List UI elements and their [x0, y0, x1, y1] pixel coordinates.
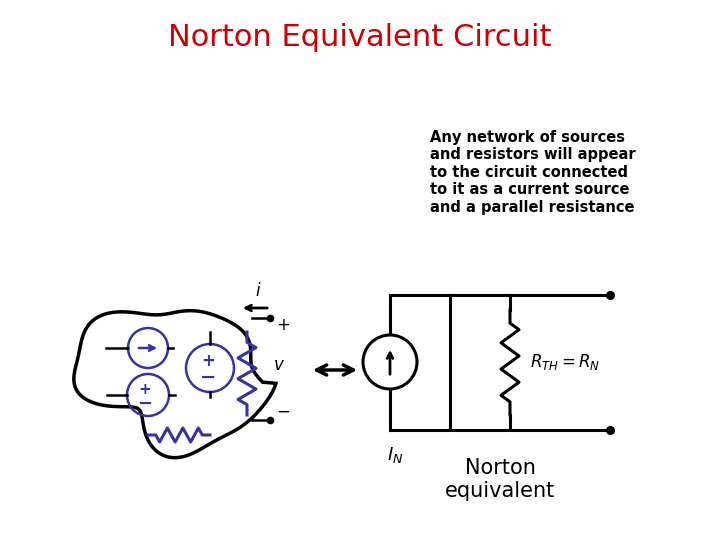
Text: −: −: [276, 403, 290, 421]
Text: Norton
equivalent: Norton equivalent: [445, 458, 555, 501]
Circle shape: [363, 335, 417, 389]
Polygon shape: [74, 310, 276, 458]
Text: +: +: [139, 382, 151, 397]
Text: −: −: [138, 395, 153, 413]
Text: v: v: [274, 356, 284, 374]
Text: +: +: [276, 316, 290, 334]
Text: Any network of sources
and resistors will appear
to the circuit connected
to it : Any network of sources and resistors wil…: [430, 130, 636, 214]
Text: −: −: [200, 368, 216, 387]
Text: +: +: [201, 352, 215, 370]
Text: $I_N$: $I_N$: [387, 445, 403, 465]
Text: i: i: [256, 282, 261, 300]
Text: Norton Equivalent Circuit: Norton Equivalent Circuit: [168, 24, 552, 52]
Text: $R_{TH} = R_N$: $R_{TH} = R_N$: [530, 352, 600, 372]
